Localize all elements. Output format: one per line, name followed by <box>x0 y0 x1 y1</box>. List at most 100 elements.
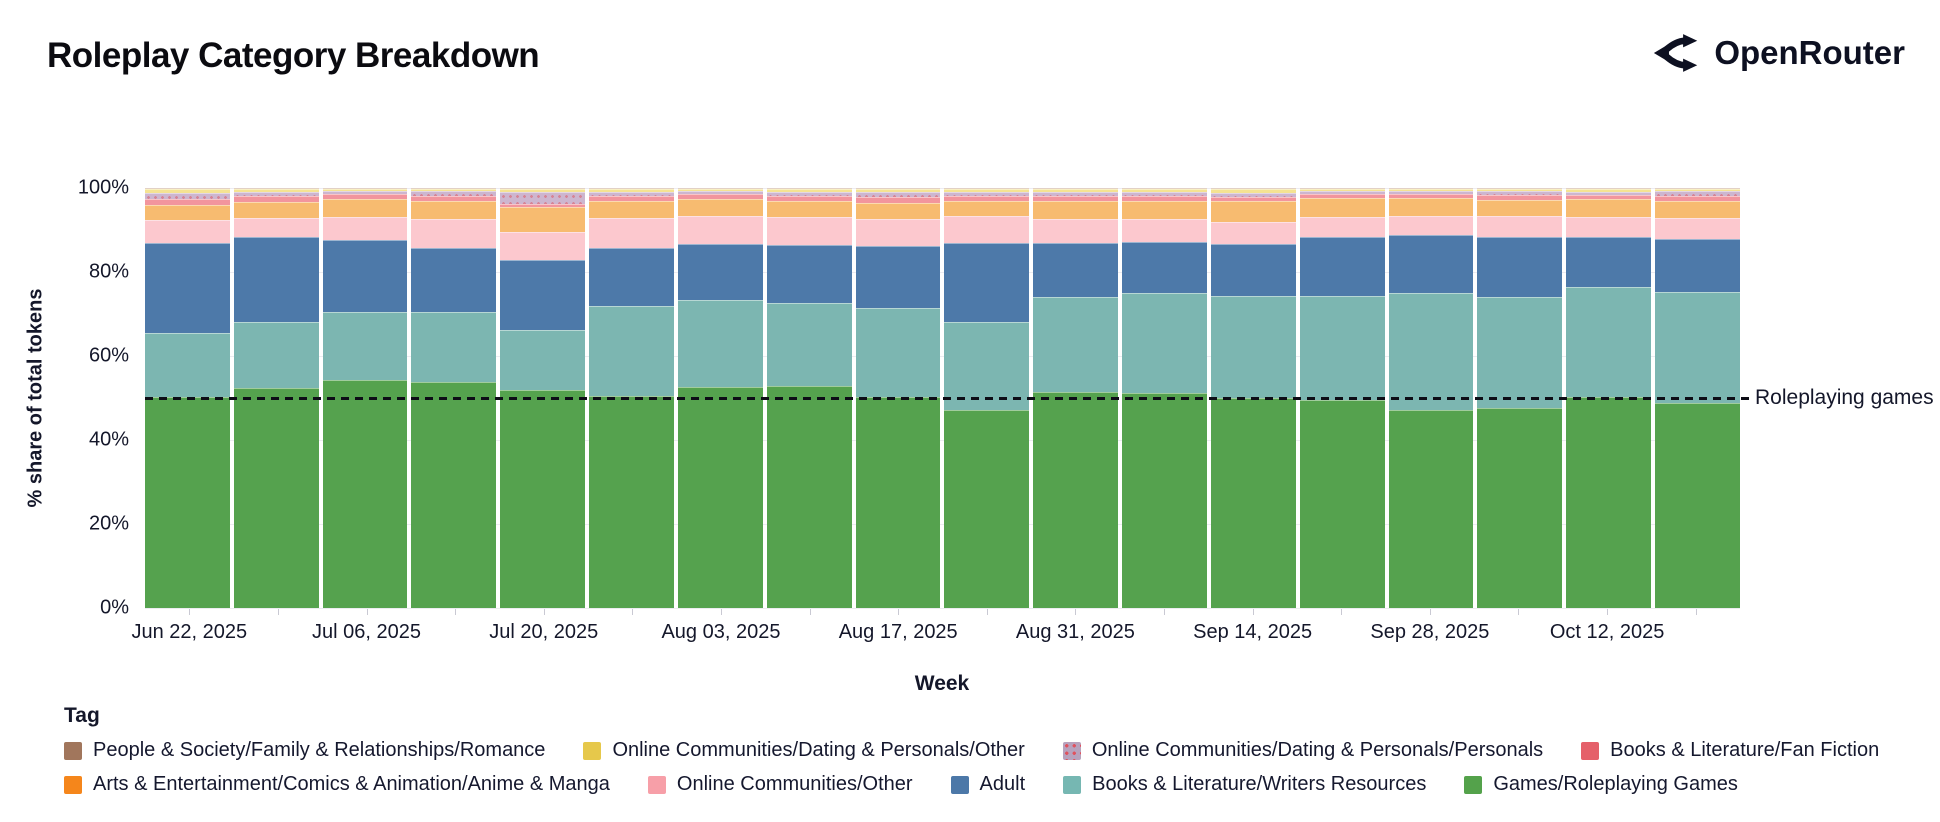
bar-segment[interactable] <box>1210 222 1296 244</box>
bar-segment[interactable] <box>1388 188 1474 190</box>
bar-segment[interactable] <box>322 379 408 608</box>
bar-week-11[interactable] <box>1122 188 1207 608</box>
bar-segment[interactable] <box>766 188 852 190</box>
legend-item[interactable]: Online Communities/Other <box>647 773 913 796</box>
bar-segment[interactable] <box>1477 200 1563 217</box>
bar-segment[interactable] <box>1122 188 1207 190</box>
bar-segment[interactable] <box>322 189 408 192</box>
bar-segment[interactable] <box>145 397 230 608</box>
bar-segment[interactable] <box>500 187 586 189</box>
bar-segment[interactable] <box>1388 410 1474 608</box>
bar-segment[interactable] <box>1033 189 1119 192</box>
bar-segment[interactable] <box>1566 236 1652 288</box>
bar-segment[interactable] <box>1299 189 1385 191</box>
bar-segment[interactable] <box>677 194 763 199</box>
bar-segment[interactable] <box>1477 216 1563 238</box>
bar-week-16[interactable] <box>1566 188 1652 608</box>
bar-segment[interactable] <box>411 200 497 220</box>
bar-week-9[interactable] <box>944 188 1030 608</box>
legend-item[interactable]: Books & Literature/Writers Resources <box>1063 773 1426 796</box>
bar-week-3[interactable] <box>411 188 497 608</box>
bar-segment[interactable] <box>1566 198 1652 218</box>
bar-segment[interactable] <box>145 205 230 221</box>
bar-week-1[interactable] <box>233 188 319 608</box>
bar-segment[interactable] <box>1566 189 1652 192</box>
bar-segment[interactable] <box>1566 217 1652 237</box>
bar-segment[interactable] <box>1299 295 1385 401</box>
bar-segment[interactable] <box>1033 243 1119 298</box>
bar-segment[interactable] <box>1655 189 1740 192</box>
legend-item[interactable]: Adult <box>950 773 1025 796</box>
bar-week-12[interactable] <box>1210 188 1296 608</box>
bar-segment[interactable] <box>1655 195 1740 201</box>
bar-segment[interactable] <box>1477 189 1563 192</box>
bar-week-15[interactable] <box>1477 188 1563 608</box>
bar-week-5[interactable] <box>589 188 674 608</box>
bar-segment[interactable] <box>589 201 674 218</box>
bar-week-7[interactable] <box>766 188 852 608</box>
bar-segment[interactable] <box>500 192 586 204</box>
bar-segment[interactable] <box>1299 188 1385 190</box>
bar-segment[interactable] <box>1033 191 1119 197</box>
bar-week-8[interactable] <box>855 188 941 608</box>
bar-segment[interactable] <box>233 201 319 218</box>
bar-segment[interactable] <box>500 232 586 260</box>
openrouter-logo[interactable]: OpenRouter <box>1652 32 1905 74</box>
bar-segment[interactable] <box>145 193 230 199</box>
bar-segment[interactable] <box>944 189 1030 192</box>
bar-segment[interactable] <box>589 248 674 307</box>
bar-week-2[interactable] <box>322 188 408 608</box>
bar-segment[interactable] <box>411 312 497 383</box>
bar-segment[interactable] <box>233 387 319 608</box>
bar-segment[interactable] <box>1033 392 1119 608</box>
bar-segment[interactable] <box>677 188 763 190</box>
bar-segment[interactable] <box>1210 188 1296 190</box>
bar-segment[interactable] <box>1210 295 1296 398</box>
bar-segment[interactable] <box>1299 400 1385 608</box>
bar-segment[interactable] <box>1210 192 1296 197</box>
bar-segment[interactable] <box>1566 188 1652 190</box>
bar-segment[interactable] <box>589 306 674 396</box>
bar-segment[interactable] <box>677 198 763 217</box>
bar-segment[interactable] <box>944 322 1030 411</box>
bar-week-13[interactable] <box>1299 188 1385 608</box>
bar-segment[interactable] <box>944 188 1030 190</box>
bar-segment[interactable] <box>766 196 852 202</box>
bar-segment[interactable] <box>677 300 763 388</box>
bar-segment[interactable] <box>322 191 408 195</box>
bar-segment[interactable] <box>855 203 941 220</box>
bar-segment[interactable] <box>233 189 319 193</box>
bar-segment[interactable] <box>145 188 230 190</box>
bar-segment[interactable] <box>855 219 941 246</box>
bar-segment[interactable] <box>1388 193 1474 198</box>
bar-segment[interactable] <box>233 188 319 190</box>
bar-segment[interactable] <box>589 191 674 197</box>
bar-segment[interactable] <box>233 192 319 197</box>
bar-segment[interactable] <box>233 196 319 202</box>
legend-item[interactable]: Books & Literature/Fan Fiction <box>1581 739 1879 762</box>
bar-segment[interactable] <box>500 207 586 233</box>
bar-segment[interactable] <box>1655 218 1740 239</box>
bar-segment[interactable] <box>1388 189 1474 191</box>
bar-segment[interactable] <box>322 217 408 241</box>
bar-week-14[interactable] <box>1388 188 1474 608</box>
bar-segment[interactable] <box>944 216 1030 244</box>
bar-segment[interactable] <box>411 195 497 201</box>
bar-segment[interactable] <box>855 192 941 198</box>
legend-item[interactable]: Online Communities/Dating & Personals/Ot… <box>583 739 1025 762</box>
bar-segment[interactable] <box>855 197 941 204</box>
bar-segment[interactable] <box>1122 191 1207 197</box>
bar-segment[interactable] <box>1477 237 1563 298</box>
bar-segment[interactable] <box>766 303 852 386</box>
bar-segment[interactable] <box>855 397 941 608</box>
bar-segment[interactable] <box>589 189 674 192</box>
bar-segment[interactable] <box>1655 403 1740 608</box>
bar-segment[interactable] <box>1566 191 1652 195</box>
bar-segment[interactable] <box>1122 242 1207 294</box>
bar-segment[interactable] <box>766 217 852 246</box>
bar-segment[interactable] <box>677 191 763 195</box>
bar-segment[interactable] <box>233 237 319 322</box>
bar-segment[interactable] <box>855 308 941 398</box>
bar-segment[interactable] <box>1122 293 1207 393</box>
bar-segment[interactable] <box>589 395 674 608</box>
